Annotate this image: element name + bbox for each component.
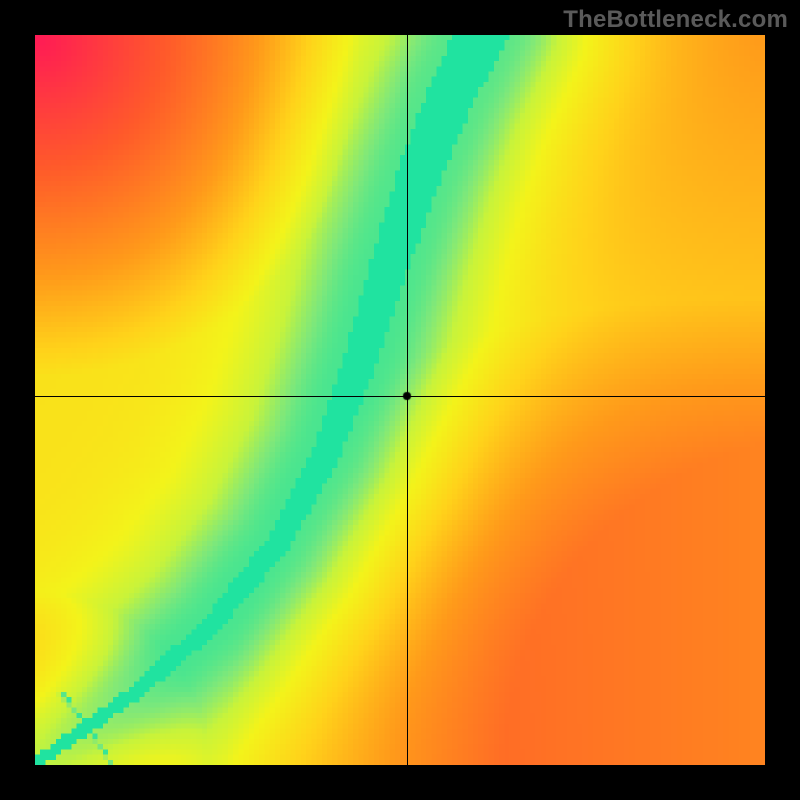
bottleneck-heatmap	[35, 35, 765, 765]
watermark-text: TheBottleneck.com	[563, 6, 788, 34]
frame: TheBottleneck.com	[0, 0, 800, 800]
crosshair-horizontal	[35, 396, 765, 397]
crosshair-marker	[402, 391, 412, 401]
